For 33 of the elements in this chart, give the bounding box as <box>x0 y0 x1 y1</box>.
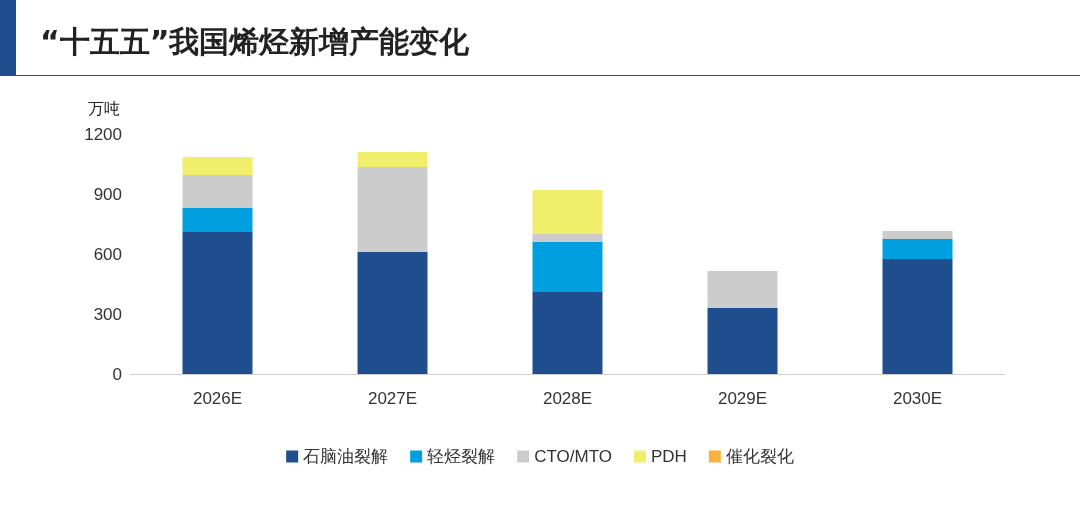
y-axis-title: 万吨 <box>88 99 120 117</box>
x-tick-label: 2030E <box>892 389 943 408</box>
bar <box>182 232 253 374</box>
bar <box>357 152 428 167</box>
x-tick-label: 2026E <box>192 389 243 408</box>
x-tick-label: 2028E <box>542 389 593 408</box>
x-tick-label: 2029E <box>717 389 768 408</box>
x-tick-label: 2027E <box>367 389 418 408</box>
y-tick-label: 1200 <box>84 124 122 144</box>
y-tick-label: 900 <box>93 184 122 204</box>
chart-title: “十五五”我国烯烃新增产能变化 <box>40 23 470 61</box>
y-tick-label: 600 <box>93 244 122 264</box>
legend-label: CTO/MTO <box>534 447 612 466</box>
bar <box>882 231 953 239</box>
legend-label: 轻烃裂解 <box>427 447 496 466</box>
legend-label: 石脑油裂解 <box>303 447 389 466</box>
bar <box>707 308 778 374</box>
bar <box>532 292 603 374</box>
bar <box>532 234 603 242</box>
bar <box>882 259 953 374</box>
bar <box>357 167 428 252</box>
bar <box>532 242 603 292</box>
y-tick-label: 0 <box>112 364 122 384</box>
bar <box>182 157 253 175</box>
bar <box>532 190 603 234</box>
bar <box>182 175 253 208</box>
y-tick-label: 300 <box>93 304 122 324</box>
bar <box>707 271 778 308</box>
legend-label: PDH <box>650 447 687 466</box>
bar <box>357 252 428 374</box>
bar <box>182 208 253 232</box>
legend-label: 催化裂化 <box>725 447 794 466</box>
bar <box>882 239 953 259</box>
